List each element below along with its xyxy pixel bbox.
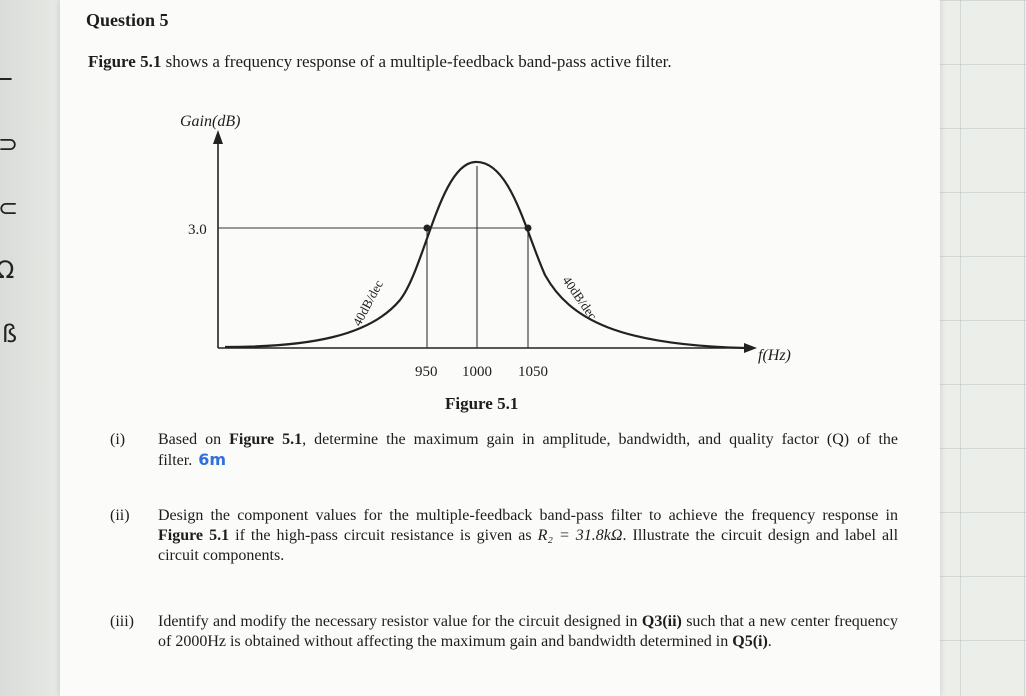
margin-doodle-4: Ω xyxy=(0,256,15,284)
margin-doodle-5: ß xyxy=(2,320,18,348)
figure-reference: Figure 5.1 xyxy=(229,431,303,448)
frequency-response-graph: Gain(dB) f(Hz) 3.0 950 1000 1050 40dB/de… xyxy=(180,113,791,380)
gain-tick-label: 3.0 xyxy=(188,222,207,238)
question-intro: Figure 5.1 shows a frequency response of… xyxy=(88,52,672,72)
y-axis-label: Gain(dB) xyxy=(180,113,240,130)
part-text-a: Identify and modify the necessary resist… xyxy=(158,613,642,630)
frequency-response-curve xyxy=(224,160,746,350)
x-axis-arrow xyxy=(744,343,757,353)
margin-doodle-3: ⊂ xyxy=(0,194,19,222)
figure-reference: Figure 5.1 xyxy=(158,527,230,544)
part-text-c: . xyxy=(767,633,772,650)
part-text-c: . Illustrate the circuit design and labe… xyxy=(158,527,899,564)
notebook-margin xyxy=(0,0,70,696)
margin-doodle-2: ⊃ xyxy=(0,130,19,158)
resistance-formula: R₂ = 31.8kΩ xyxy=(537,527,623,544)
figure-caption: Figure 5.1 xyxy=(445,394,519,413)
question-part-ii: (ii) Design the component values for the… xyxy=(110,506,900,590)
freq-tick-1050: 1050 xyxy=(518,364,548,380)
lower-cutoff-point xyxy=(423,224,431,232)
part-text-b: if the high-pass circuit resistance is g… xyxy=(229,527,538,544)
part-text: Based on Figure 5.1, determine the maxim… xyxy=(158,430,898,471)
intro-text: shows a frequency response of a multiple… xyxy=(161,52,672,71)
part-text: Design the component values for the mult… xyxy=(158,506,898,566)
right-slope-label: 40dB/dec xyxy=(560,273,601,323)
part-text-a: Design the component values for the mult… xyxy=(158,507,898,524)
upper-cutoff-point xyxy=(524,224,532,232)
question-reference: Q3(ii) xyxy=(641,613,682,630)
question-part-i: (i) Based on Figure 5.1, determine the m… xyxy=(110,430,900,474)
question-part-iii: (iii) Identify and modify the necessary … xyxy=(110,612,900,696)
part-text-b: , determine the maximum gain in amplitud… xyxy=(158,431,898,469)
freq-tick-950: 950 xyxy=(415,364,438,380)
question-reference-2: Q5(i) xyxy=(732,633,768,650)
part-number: (iii) xyxy=(110,613,134,630)
margin-doodle-1: ⌐ xyxy=(0,66,15,94)
y-axis-arrow xyxy=(213,130,223,144)
part-number: (i) xyxy=(110,431,126,448)
part-text-a: Based on xyxy=(158,431,230,448)
marks-annotation: 6m xyxy=(198,450,227,469)
part-text-b: such that a new center frequency of 2000… xyxy=(158,613,899,650)
left-slope-label: 40dB/dec xyxy=(349,277,386,328)
figure-reference: Figure 5.1 xyxy=(88,52,162,71)
question-title: Question 5 xyxy=(86,10,169,30)
part-number: (ii) xyxy=(110,507,130,524)
part-text: Identify and modify the necessary resist… xyxy=(158,612,898,652)
freq-tick-1000: 1000 xyxy=(462,364,492,380)
x-axis-label: f(Hz) xyxy=(758,347,791,364)
